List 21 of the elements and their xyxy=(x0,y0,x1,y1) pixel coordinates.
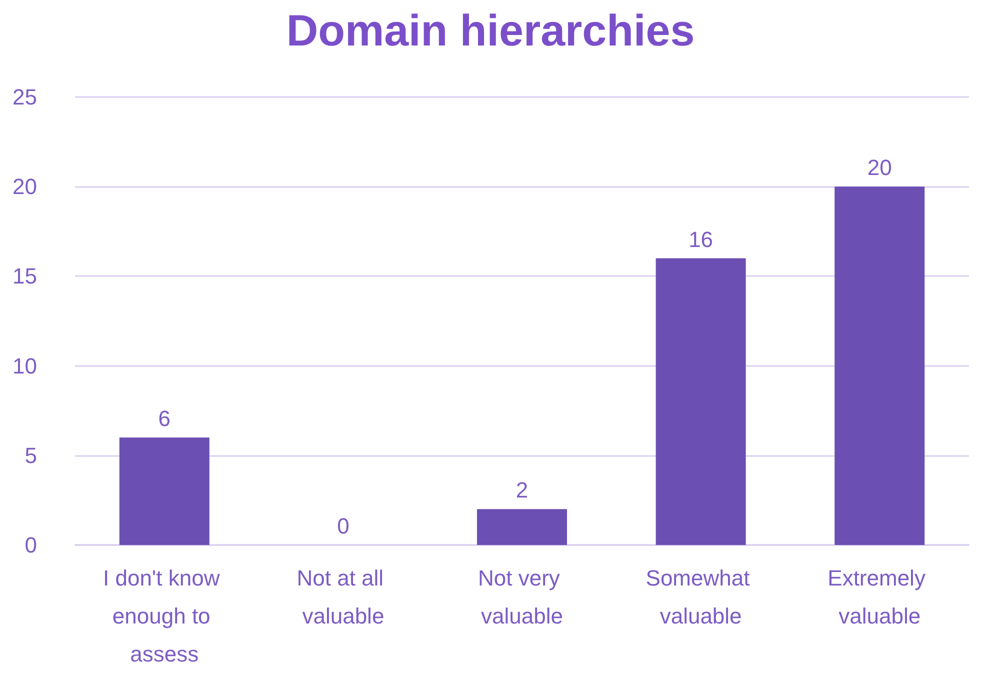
y-tick-label: 0 xyxy=(24,532,37,558)
bar xyxy=(656,258,746,545)
y-tick-label: 25 xyxy=(12,84,37,110)
data-label: 0 xyxy=(337,514,350,538)
y-tick-label: 10 xyxy=(12,353,37,378)
x-tick-label: Not very valuable xyxy=(478,566,566,628)
chart-title: Domain hierarchies xyxy=(286,6,695,56)
bar xyxy=(834,186,925,545)
data-label: 16 xyxy=(688,226,714,252)
data-label: 2 xyxy=(516,478,528,503)
x-tick-label: I don't know enough to assess xyxy=(102,566,226,666)
x-tick-label: Extremely valuable xyxy=(828,566,932,628)
y-tick-label: 5 xyxy=(24,442,37,468)
x-tick-label: Somewhat valuable xyxy=(646,566,756,628)
bar xyxy=(119,437,210,545)
data-label: 6 xyxy=(158,406,171,431)
bar xyxy=(477,509,567,545)
y-tick-label: 15 xyxy=(12,264,37,289)
data-label: 20 xyxy=(867,155,892,180)
y-tick-label: 20 xyxy=(12,174,37,200)
x-tick-label: Not at all valuable xyxy=(296,566,390,628)
